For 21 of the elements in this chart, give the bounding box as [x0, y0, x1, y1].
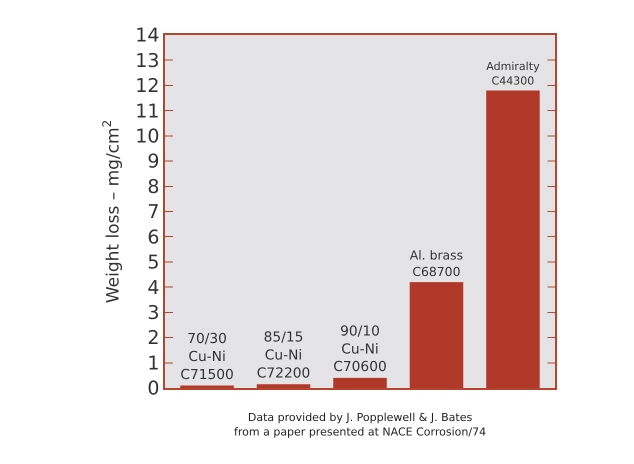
y-tick-label: 11 — [135, 100, 160, 122]
y-tick-label: 0 — [147, 378, 160, 400]
x-tick-label: 70/30 Cu-Ni C71500 — [180, 330, 234, 383]
y-tick-label: 12 — [135, 75, 160, 98]
y-tick-label: 14 — [135, 24, 160, 47]
y-tick-label: 7 — [147, 201, 160, 224]
x-tick-label: 85/15 Cu-Ni C72200 — [256, 330, 310, 382]
y-tick-label: 3 — [147, 302, 160, 324]
y-tick-label: 6 — [147, 226, 160, 248]
y-tick-label: 10 — [135, 126, 160, 148]
y-tick-label: 1 — [147, 352, 160, 374]
y-tick-label: 5 — [147, 252, 160, 274]
y-tick-label: 9 — [147, 150, 160, 173]
y-tick-label: 8 — [147, 176, 160, 198]
y-tick-label: 2 — [147, 327, 160, 350]
y-tick-label: 13 — [135, 50, 160, 72]
x-tick-label: 90/10 Cu-Ni C70600 — [333, 323, 387, 376]
x-tick-label: Al. brass C68700 — [410, 248, 464, 279]
x-tick-label: Admiralty C44300 — [486, 60, 540, 88]
text: Data provided by J. Popplewell & J. Bates from a paper presented at NACE Corrosion/74 — [234, 411, 486, 438]
y-tick-label: 4 — [147, 276, 160, 299]
